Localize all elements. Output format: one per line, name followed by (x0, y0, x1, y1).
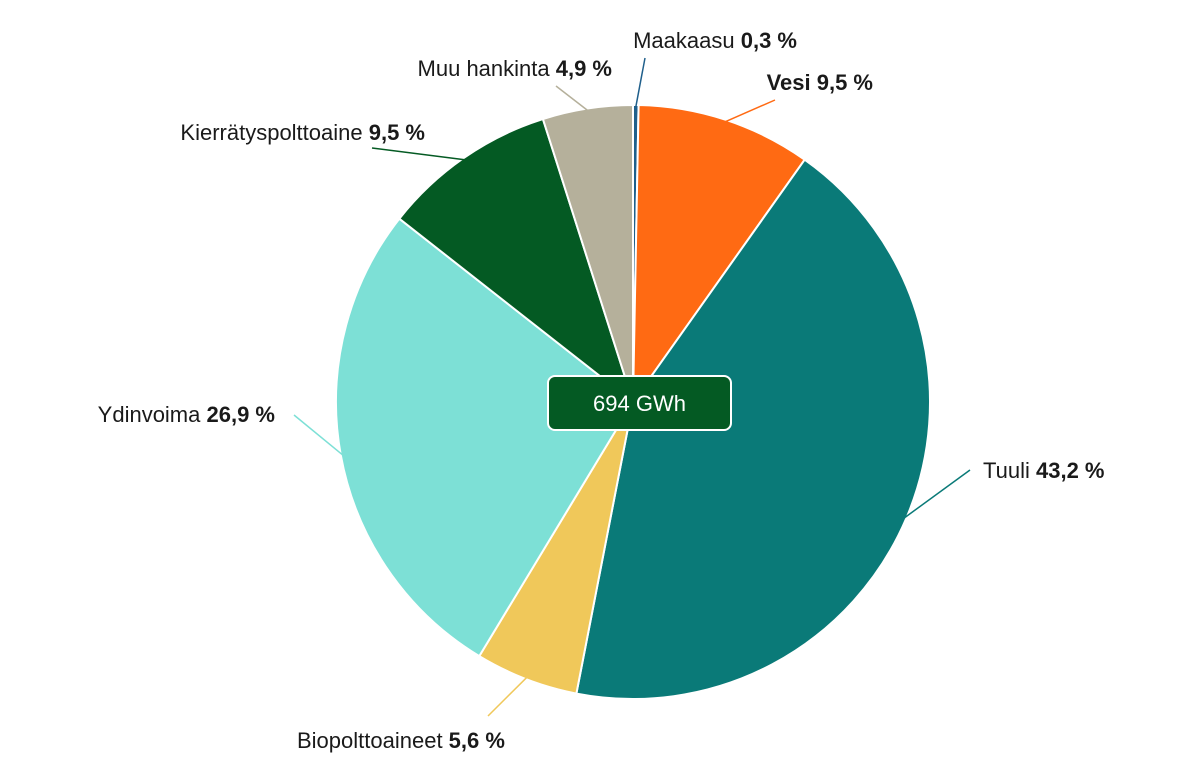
slice-label-value: 5,6 % (449, 728, 505, 753)
slice-label-name: Kierrätyspolttoaine (180, 120, 368, 145)
leader-lines (293, 57, 971, 717)
slice-label-value: 9,5 % (369, 120, 425, 145)
slice-label-value: 9,5 % (817, 70, 873, 95)
leader-line (487, 676, 528, 717)
slice-label-name: Muu hankinta (418, 56, 556, 81)
slice-label: Ydinvoima 26,9 % (98, 402, 275, 427)
slice-label: Vesi 9,5 % (767, 70, 873, 95)
slice-label: Biopolttoaineet 5,6 % (297, 728, 505, 753)
slice-labels: Maakaasu 0,3 % Vesi 9,5 % Tuuli 43,2 % Biop… (98, 28, 1105, 753)
pie-slice-ydinvoima (335, 217, 635, 658)
leader-line (371, 147, 465, 161)
leader-line (635, 57, 646, 108)
slice-label-value: 0,3 % (741, 28, 797, 53)
slice-label: Muu hankinta 4,9 % (418, 56, 612, 81)
leader-line (903, 469, 971, 519)
leader-line (555, 85, 589, 112)
pie-slice-muu-hankinta (541, 103, 634, 403)
slice-label-name: Biopolttoaineet (297, 728, 449, 753)
pie-slice-kierr-tyspolttoaine (397, 117, 635, 405)
leader-line (724, 99, 776, 123)
pie-slice-vesi (631, 104, 807, 406)
slice-label-name: Ydinvoima (98, 402, 207, 427)
center-label-box: 694 GWh (547, 375, 732, 431)
center-label: 694 GWh (593, 391, 686, 416)
slice-label: Kierrätyspolttoaine 9,5 % (180, 120, 425, 145)
slice-label-name: Tuuli (983, 458, 1036, 483)
pie-slice-tuuli (575, 158, 932, 700)
slice-label-name: Maakaasu (633, 28, 741, 53)
pie-slices (335, 103, 932, 700)
slice-label: Tuuli 43,2 % (983, 458, 1104, 483)
slice-label-value: 4,9 % (556, 56, 612, 81)
slice-label-value: 43,2 % (1036, 458, 1105, 483)
slice-label-value: 26,9 % (207, 402, 276, 427)
leader-line (293, 414, 344, 456)
slice-label-name: Vesi (767, 70, 817, 95)
slice-label: Maakaasu 0,3 % (633, 28, 797, 53)
